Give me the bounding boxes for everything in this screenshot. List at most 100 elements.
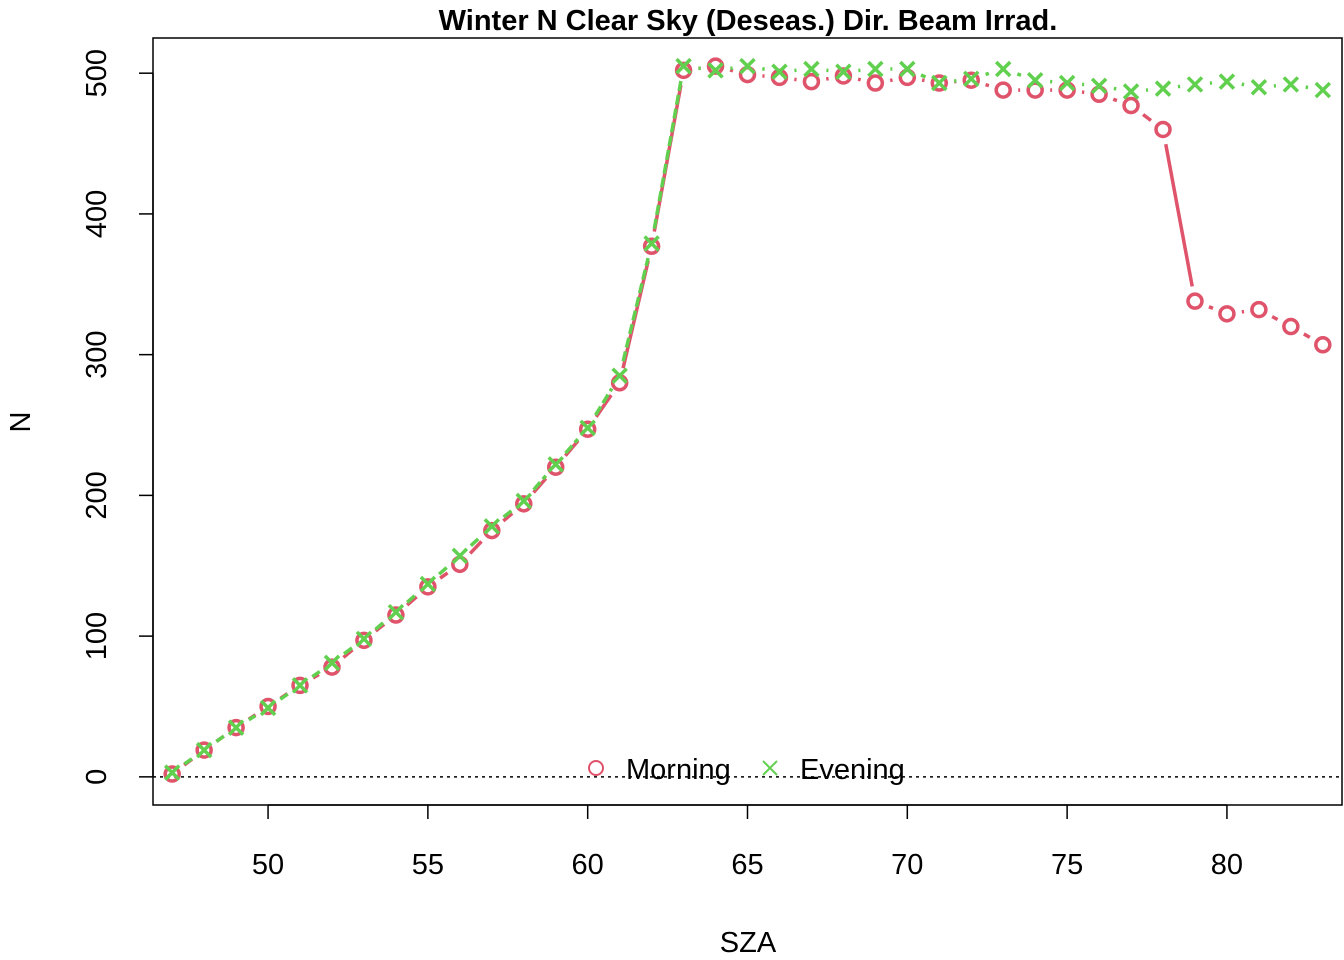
data-point xyxy=(1250,79,1268,96)
series-segment xyxy=(279,692,289,701)
data-point xyxy=(1282,76,1300,93)
x-tick-label: 80 xyxy=(1211,849,1243,881)
series-segment xyxy=(342,648,354,659)
series-segment xyxy=(857,77,862,82)
data-point xyxy=(1314,336,1332,354)
series-segment xyxy=(1164,143,1194,287)
data-point xyxy=(163,764,181,781)
data-point xyxy=(739,57,756,75)
data-point xyxy=(546,458,565,476)
data-point xyxy=(1218,305,1236,323)
data-point xyxy=(611,367,628,384)
data-point xyxy=(1186,76,1204,93)
data-point xyxy=(706,57,725,75)
series-segment xyxy=(502,512,514,523)
data-point xyxy=(835,63,852,81)
data-point xyxy=(674,61,693,80)
x-axis-label: SZA xyxy=(720,927,777,959)
series-segment xyxy=(621,257,650,362)
data-point xyxy=(1122,83,1140,100)
chart-title: Winter N Clear Sky (Deseas.) Dir. Beam I… xyxy=(439,5,1058,37)
data-point xyxy=(643,235,660,252)
legend-marker-evening xyxy=(762,760,778,776)
series-segment xyxy=(406,592,418,604)
series-segment xyxy=(1271,315,1279,322)
x-axis: 50 55 60 65 70 75 80 xyxy=(252,804,1243,881)
data-point xyxy=(355,631,373,650)
data-point xyxy=(962,70,980,88)
series-segment xyxy=(1112,97,1118,103)
y-tick-label: 400 xyxy=(81,190,113,238)
series-segment xyxy=(406,595,418,607)
data-point xyxy=(803,60,820,78)
y-tick-label: 0 xyxy=(81,769,113,785)
series-segment xyxy=(215,734,225,743)
data-point xyxy=(1122,96,1140,115)
y-tick-label: 200 xyxy=(81,471,113,519)
data-point xyxy=(930,74,949,92)
data-point xyxy=(195,741,213,759)
legend: Morning Evening xyxy=(588,754,905,786)
series-segment xyxy=(985,71,990,77)
data-point xyxy=(1058,74,1076,92)
series-points-morning xyxy=(163,57,1332,783)
series-segment xyxy=(985,82,990,88)
data-point xyxy=(1154,80,1172,97)
data-point xyxy=(675,57,692,75)
series-segment xyxy=(247,714,257,722)
x-tick-label: 70 xyxy=(891,849,923,881)
series-segment xyxy=(564,437,580,455)
data-point xyxy=(1026,81,1044,99)
data-point xyxy=(323,658,341,676)
data-point xyxy=(163,765,181,783)
data-point xyxy=(1154,120,1172,139)
data-point xyxy=(419,578,437,596)
y-tick-label: 500 xyxy=(81,49,113,97)
data-point xyxy=(195,741,213,759)
data-point xyxy=(227,718,245,737)
x-tick-label: 50 xyxy=(252,849,284,881)
data-point xyxy=(578,420,597,438)
series-segment xyxy=(1142,113,1153,122)
data-point xyxy=(802,72,821,91)
data-point xyxy=(834,67,853,85)
data-point xyxy=(227,719,245,736)
data-point xyxy=(515,495,533,513)
data-point xyxy=(994,81,1012,99)
data-point xyxy=(994,60,1012,78)
data-point xyxy=(642,237,661,256)
legend-marker-morning xyxy=(588,760,604,776)
data-point xyxy=(483,518,501,535)
x-tick-label: 55 xyxy=(412,849,444,881)
data-point xyxy=(387,603,405,621)
series-line-morning xyxy=(183,66,1311,767)
y-tick-label: 100 xyxy=(81,612,113,660)
data-point xyxy=(771,63,788,81)
data-point xyxy=(451,547,469,565)
data-point xyxy=(259,697,277,716)
series-segment xyxy=(437,564,450,576)
y-axis: 0 100 200 300 400 500 xyxy=(81,49,154,785)
data-point xyxy=(387,606,405,624)
data-point xyxy=(419,575,437,593)
data-point xyxy=(515,492,533,510)
series-segment xyxy=(502,508,514,519)
data-point xyxy=(291,676,309,695)
series-segment xyxy=(594,387,614,416)
x-tick-label: 75 xyxy=(1051,849,1083,881)
data-point xyxy=(867,60,884,78)
series-line-evening xyxy=(183,66,1309,766)
data-point xyxy=(931,74,948,92)
data-point xyxy=(1026,71,1044,89)
data-point xyxy=(291,677,309,694)
series-segment xyxy=(439,571,449,580)
series-segment xyxy=(1303,332,1311,339)
legend-label: Morning xyxy=(626,754,731,786)
series-segment xyxy=(311,670,321,679)
data-point xyxy=(1282,317,1300,336)
data-point xyxy=(483,521,501,540)
series-segment xyxy=(532,474,548,491)
x-tick-label: 60 xyxy=(572,849,604,881)
data-point xyxy=(1250,300,1268,319)
